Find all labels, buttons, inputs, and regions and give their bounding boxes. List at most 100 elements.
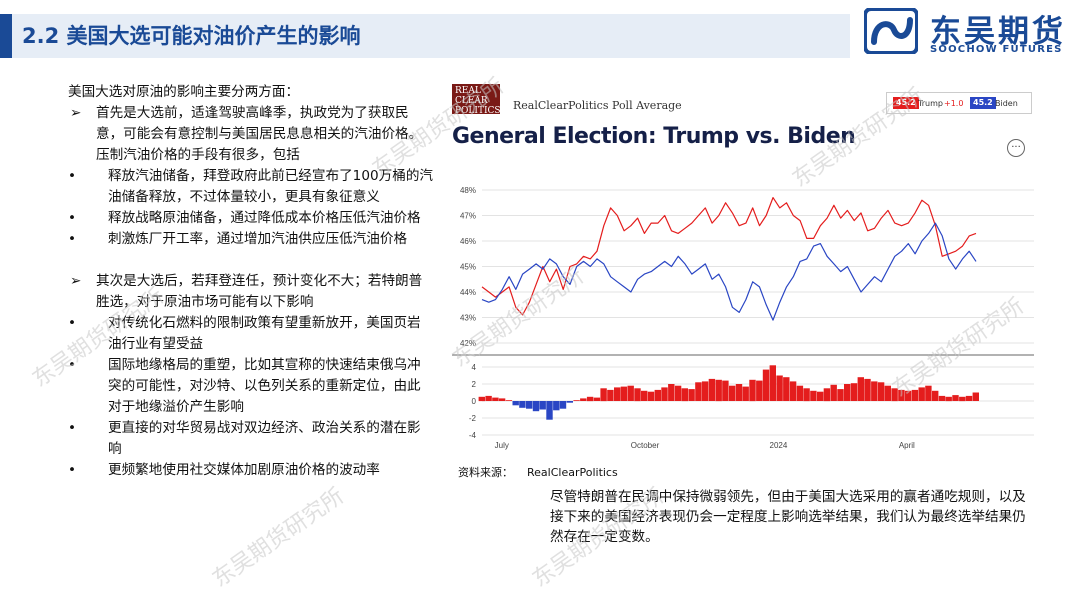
more-options-button[interactable]: ··· [1007, 139, 1025, 157]
spread-bar [762, 369, 770, 401]
point-1-bullet: • 刺激炼厂开工率，通过增加汽油供应压低汽油价格 [68, 229, 433, 250]
spread-bar [735, 384, 743, 401]
y-tick-label: -2 [469, 414, 477, 423]
spread-bar [573, 400, 580, 401]
y-tick-label: 47% [460, 212, 476, 221]
spread-bar [627, 385, 634, 401]
logo-line: POLITICS [455, 106, 501, 116]
spread-bar [877, 382, 885, 401]
arrow-bullet-icon: ➢ [70, 273, 82, 289]
spread-bar [586, 396, 594, 402]
chart-title: General Election: Trump vs. Biden [452, 124, 856, 149]
spread-bar [891, 388, 898, 402]
spread-bar [593, 397, 601, 401]
y-tick-label: -4 [469, 431, 477, 440]
bullet-dot-icon: • [68, 420, 77, 436]
watermark: 东吴期货研究所 [208, 483, 349, 593]
spread-bar [688, 389, 695, 401]
spread-bar [701, 381, 709, 401]
spread-bar [789, 381, 797, 401]
spread-bar [796, 385, 804, 401]
logo-text-cn: 东吴期货 [930, 14, 1066, 50]
spread-bar [844, 384, 851, 401]
spread-bar [722, 380, 729, 401]
spread-bar [938, 395, 946, 401]
spread-bar [580, 398, 587, 401]
soochow-logo-icon [864, 8, 918, 54]
chart-legend: 45.2 Trump +1.0 45.2 Biden [886, 92, 1032, 114]
y-tick-label: 48% [460, 186, 476, 195]
bullet-dot-icon: • [68, 168, 77, 184]
spread-bar [661, 387, 668, 401]
point-2-bullet: • 更直接的对华贸易战对双边经济、政治关系的潜在影响 [68, 418, 433, 460]
spread-bar [647, 391, 655, 401]
poll-average-label: RealClearPolitics Poll Average [513, 99, 682, 112]
source-value: RealClearPolitics [527, 466, 618, 479]
bullet-dot-icon: • [68, 315, 77, 331]
source-label: 资料来源： [458, 466, 513, 479]
spread-bar [817, 391, 824, 401]
point-2-bullet-text: 更频繁地使用社交媒体加剧原油价格的波动率 [108, 462, 380, 478]
spread-bar [607, 389, 614, 401]
spread-bar [634, 388, 641, 402]
poll-chart: 48% 47% 46% 45% 44% 43% 42% 4 2 0 -2 -4 July October 2… [452, 186, 1034, 450]
spread-bar [783, 377, 790, 401]
spread-bar [864, 378, 871, 401]
logo-line: CLEAR [455, 96, 488, 106]
biden-value-badge: 45.2 [970, 97, 996, 109]
point-2-bullet: • 更频繁地使用社交媒体加剧原油价格的波动率 [68, 460, 433, 481]
y-tick-label: 2 [472, 380, 477, 389]
spread-bar [911, 389, 919, 401]
spread-bar [742, 386, 749, 401]
point-2-bullet-text: 更直接的对华贸易战对双边经济、政治关系的潜在影响 [108, 420, 421, 457]
point-1-bullet: • 释放汽油储备，拜登政府此前已经宣布了100万桶的汽油储备释放，不过体量较小，… [68, 166, 433, 208]
spread-bar [857, 377, 864, 401]
spread-bar [668, 384, 675, 401]
series-line-trump [481, 197, 977, 316]
x-tick-label: July [495, 441, 509, 450]
point-1-bullet-text: 释放战略原油储备，通过降低成本价格压低汽油价格 [108, 210, 421, 226]
spread-bar [512, 401, 519, 406]
spread-bar [566, 401, 573, 403]
bullet-dot-icon: • [68, 210, 77, 226]
spread-bar [904, 390, 912, 401]
spread-bar [823, 388, 831, 402]
spread-bar [945, 396, 952, 402]
logo-line: REAL [455, 86, 481, 96]
biden-legend-label: Biden [995, 99, 1018, 108]
spread-bar [505, 400, 513, 401]
bullet-dot-icon: • [68, 357, 77, 373]
logo-text-en: SOOCHOW FUTURES [930, 44, 1063, 55]
spread-bar [769, 365, 776, 401]
spread-bar [695, 382, 702, 401]
point-1: ➢ 首先是大选前，适逢驾驶高峰季，执政党为了获取民意，可能会有意控制与美国居民息… [68, 103, 433, 166]
spread-bar [614, 387, 621, 401]
page-title: 2.2 美国大选可能对油价产生的影响 [22, 24, 361, 48]
spread-bar [654, 389, 661, 401]
spread-bar [478, 396, 485, 402]
title-accent [0, 14, 12, 58]
source-note: 资料来源： RealClearPolitics [458, 464, 618, 480]
spread-bar [498, 398, 506, 401]
y-tick-label: 44% [460, 288, 476, 297]
spread-bar [492, 397, 499, 401]
brand-logo: 东吴期货 SOOCHOW FUTURES [864, 6, 1072, 58]
y-tick-label: 0 [472, 397, 477, 406]
trump-value-badge: 45.2 [893, 97, 919, 109]
spread-bar [776, 375, 783, 401]
point-1-bullet-text: 释放汽油储备，拜登政府此前已经宣布了100万桶的汽油储备释放，不过体量较小，更具… [108, 168, 434, 205]
y-tick-label: 43% [460, 314, 476, 323]
spread-bar [965, 395, 973, 401]
y-tick-label: 46% [460, 237, 476, 246]
spread-bar [756, 380, 763, 401]
realclearpolitics-logo: REAL CLEAR POLITICS [452, 84, 501, 116]
y-tick-label: 4 [472, 363, 477, 372]
point-2-text: 其次是大选后，若拜登连任，预计变化不大；若特朗普胜选，对于原油市场可能有以下影响 [96, 273, 423, 310]
spread-bar [898, 389, 905, 401]
left-text-column: 美国大选对原油的影响主要分两方面： ➢ 首先是大选前，适逢驾驶高峰季，执政党为了… [68, 82, 433, 481]
spread-bar [620, 386, 628, 401]
trump-spread-label: +1.0 [944, 99, 964, 108]
point-2-bullet: • 国际地缘格局的重塑，比如其宣称的快速结束俄乌冲突的可能性，对沙特、以色列关系… [68, 355, 433, 418]
spread-bar [708, 378, 716, 401]
spread-bar [674, 385, 682, 401]
